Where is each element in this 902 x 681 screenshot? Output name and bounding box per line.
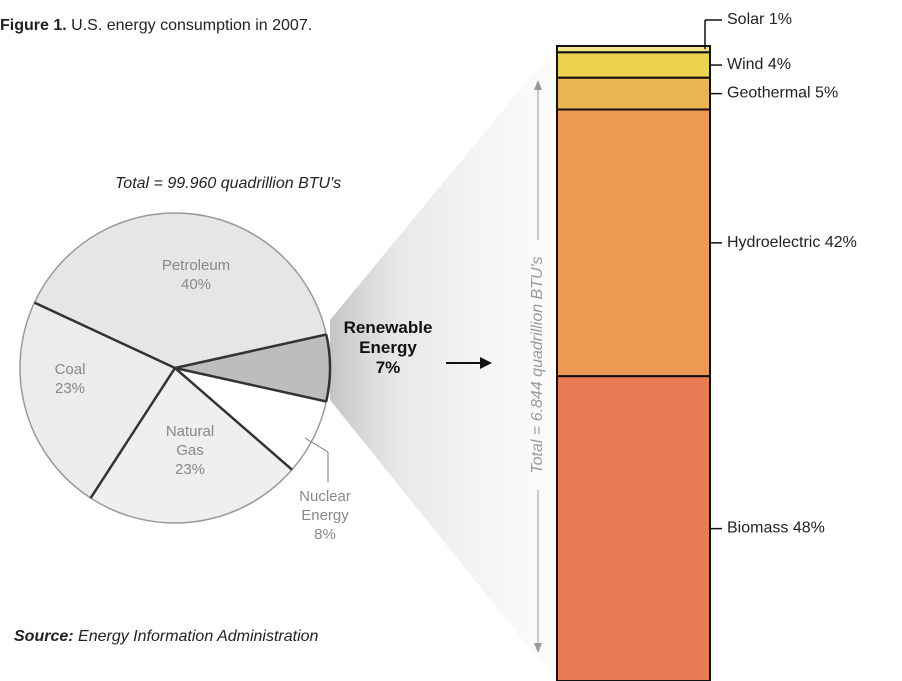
bar-segment — [556, 108, 711, 378]
slice-edge — [174, 333, 327, 370]
slice-label: Coal 23% — [35, 360, 105, 398]
segment-label: Geothermal 5% — [727, 85, 838, 102]
source: Source: Energy Information Administratio… — [14, 628, 319, 645]
value-label: 5% — [815, 85, 838, 102]
value-label: 40% — [180, 276, 212, 293]
slice-edge — [325, 334, 332, 402]
pie-slice — [19, 301, 177, 500]
segment-label: Solar 1% — [727, 11, 792, 28]
slice-label: Petroleum 40% — [146, 256, 246, 294]
value-label: 7% — [375, 358, 401, 377]
category-label: Natural Gas — [165, 423, 215, 459]
figure-label: Figure 1. — [0, 17, 67, 34]
value-label: 42% — [825, 234, 857, 251]
pie-slice — [89, 366, 294, 524]
category-label: Biomass — [727, 520, 788, 537]
pie-slice — [33, 212, 328, 369]
category-label: Hydroelectric — [727, 234, 820, 251]
segment-label: Biomass 48% — [727, 520, 825, 537]
category-label: Coal — [54, 361, 86, 378]
bar-segment — [556, 51, 711, 79]
slice-edge — [33, 301, 176, 370]
bar-segment — [556, 375, 711, 681]
pie — [19, 212, 332, 524]
bar-subtitle: Total = 6.844 quadrillion BTU's — [529, 256, 546, 473]
bar-segment — [556, 76, 711, 111]
segment-label: Wind 4% — [727, 56, 791, 73]
category-label: Petroleum — [161, 257, 231, 274]
source-label: Source: — [14, 628, 74, 645]
slice-label: Renewable Energy 7% — [328, 318, 448, 378]
slice-edge — [174, 367, 293, 471]
category-label: Renewable Energy — [343, 318, 433, 357]
arrow-head — [480, 357, 492, 369]
stacked-bar: Solar 1% Wind 4% Geothermal 5% Hydroelectri… — [556, 11, 857, 681]
figure-caption: Figure 1. U.S. energy consumption in 200… — [0, 17, 312, 34]
value-label: 48% — [793, 520, 825, 537]
leader-line — [304, 437, 329, 453]
value-label: 8% — [314, 526, 336, 543]
slice-edge — [174, 366, 327, 403]
slice-edge — [89, 367, 177, 499]
category-label: Nuclear Energy — [299, 488, 351, 524]
source-text: Energy Information Administration — [78, 628, 319, 645]
value-label: 4% — [768, 56, 791, 73]
category-label: Wind — [727, 56, 763, 73]
segment-label: Hydroelectric 42% — [727, 234, 857, 251]
value-label: 23% — [54, 380, 86, 397]
zoom-funnel — [330, 46, 556, 681]
pie-subtitle: Total = 99.960 quadrillion BTU's — [115, 175, 341, 192]
slice-label: Nuclear Energy 8% — [280, 487, 370, 544]
slice-label: Natural Gas 23% — [150, 422, 230, 479]
arrow-head — [534, 643, 542, 653]
value-label: 1% — [769, 11, 792, 28]
value-label: 23% — [174, 461, 206, 478]
category-label: Geothermal — [727, 85, 811, 102]
figure-caption-text: U.S. energy consumption in 2007. — [71, 17, 312, 34]
category-label: Solar — [727, 11, 765, 28]
arrow-head — [534, 80, 542, 90]
